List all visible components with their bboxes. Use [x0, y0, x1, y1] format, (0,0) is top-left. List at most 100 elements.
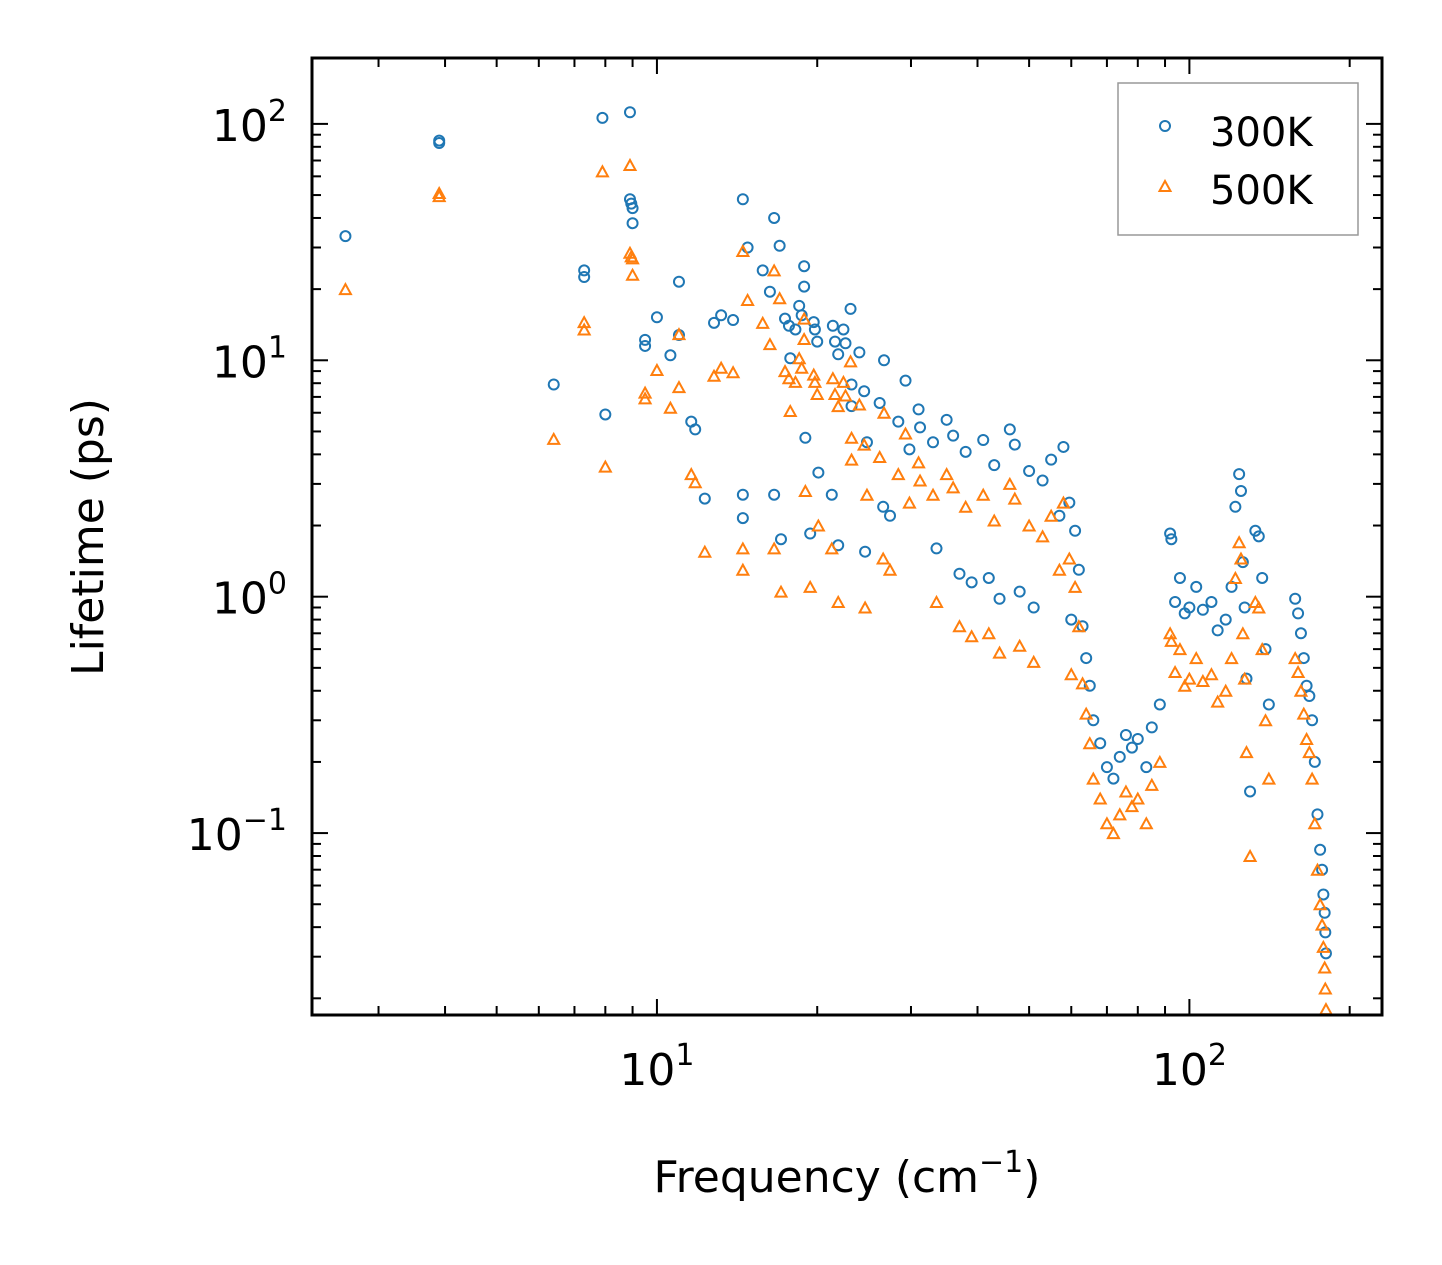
- series-300k: [339, 106, 1332, 960]
- point-500k-100: [1093, 791, 1108, 805]
- point-500k-38: [788, 374, 803, 388]
- point-300k-25: [736, 193, 749, 206]
- x-tick-label-1: 101: [619, 1038, 694, 1096]
- point-300k-120: [1219, 613, 1232, 626]
- point-300k-135: [1292, 607, 1305, 620]
- point-300k-117: [1196, 603, 1209, 616]
- point-500k-84: [1007, 491, 1022, 505]
- point-300k-16: [664, 349, 677, 362]
- point-300k-68: [899, 374, 912, 387]
- point-300k-84: [1008, 438, 1021, 451]
- point-500k-80: [981, 626, 996, 640]
- point-300k-126: [1238, 601, 1251, 614]
- point-500k-111: [1164, 633, 1179, 647]
- point-300k-140: [1306, 714, 1319, 727]
- legend-marker-500k: [1157, 178, 1173, 192]
- point-500k-146: [1317, 960, 1332, 974]
- point-300k-98: [1083, 679, 1096, 692]
- point-500k-122: [1228, 570, 1243, 584]
- x-axis-label: Frequency (cm−1): [654, 1145, 1041, 1203]
- point-300k-106: [1131, 733, 1144, 746]
- point-500k-24: [725, 365, 741, 379]
- point-300k-97: [1080, 652, 1093, 665]
- point-500k-135: [1290, 664, 1306, 679]
- point-300k-110: [1164, 527, 1177, 540]
- point-500k-57: [844, 430, 859, 444]
- point-500k-64: [876, 405, 892, 419]
- point-500k-20: [688, 475, 703, 489]
- point-500k-81: [987, 513, 1002, 527]
- point-300k-123: [1233, 468, 1246, 481]
- point-300k-74: [940, 413, 953, 426]
- point-500k-133: [1261, 771, 1277, 785]
- point-500k-44: [802, 579, 818, 593]
- point-500k-0: [338, 282, 353, 296]
- point-500k-51: [831, 399, 846, 413]
- point-500k-47: [810, 386, 825, 401]
- point-500k-4: [576, 315, 592, 329]
- point-500k-71: [912, 473, 928, 487]
- point-300k-41: [798, 260, 811, 273]
- point-500k-147: [1318, 981, 1333, 995]
- point-500k-37: [783, 403, 798, 418]
- point-500k-40: [794, 360, 809, 374]
- point-500k-132: [1258, 713, 1273, 727]
- point-300k-59: [853, 346, 866, 359]
- point-500k-92: [1062, 551, 1077, 565]
- point-500k-6: [595, 164, 610, 178]
- point-500k-83: [1002, 476, 1018, 490]
- point-500k-26: [735, 541, 751, 555]
- point-300k-5: [578, 271, 591, 284]
- point-500k-75: [945, 480, 961, 494]
- legend-label-300k: 300K: [1210, 110, 1314, 156]
- point-500k-18: [671, 380, 687, 394]
- point-300k-60: [858, 385, 871, 398]
- point-300k-102: [1107, 772, 1120, 785]
- point-500k-46: [807, 374, 823, 388]
- y-tick-label-1: 101: [212, 330, 287, 388]
- point-500k-115: [1182, 671, 1197, 685]
- point-500k-50: [827, 386, 843, 401]
- point-300k-43: [799, 431, 812, 444]
- point-300k-116: [1190, 580, 1203, 593]
- y-tick-label-0: 100: [212, 567, 287, 625]
- point-500k-60: [856, 437, 872, 451]
- point-500k-7: [598, 459, 613, 473]
- point-500k-8: [622, 157, 638, 172]
- y-tick-label-−1: 10−1: [187, 803, 287, 861]
- point-300k-36: [782, 319, 795, 332]
- point-300k-7: [599, 408, 612, 421]
- axis-ticks: [312, 58, 1382, 1015]
- point-300k-24: [727, 314, 740, 327]
- point-500k-14: [637, 391, 653, 405]
- point-300k-112: [1169, 595, 1182, 608]
- point-500k-62: [857, 600, 873, 614]
- point-500k-72: [925, 487, 941, 501]
- point-500k-54: [836, 374, 851, 388]
- point-500k-43: [798, 483, 813, 497]
- point-500k-108: [1144, 777, 1160, 791]
- point-500k-28: [740, 292, 755, 306]
- point-300k-118: [1205, 595, 1218, 608]
- point-500k-106: [1130, 791, 1145, 805]
- point-300k-32: [768, 488, 781, 501]
- point-300k-54: [837, 323, 850, 336]
- point-300k-76: [953, 567, 966, 580]
- point-300k-115: [1183, 601, 1196, 614]
- point-500k-56: [843, 354, 858, 368]
- point-500k-52: [824, 541, 839, 555]
- point-500k-58: [844, 452, 859, 466]
- point-300k-77: [959, 445, 972, 458]
- point-300k-82: [993, 592, 1006, 605]
- point-300k-13: [639, 333, 652, 346]
- point-500k-65: [875, 551, 891, 565]
- point-500k-91: [1056, 495, 1071, 509]
- point-500k-93: [1064, 667, 1079, 681]
- point-300k-22: [708, 316, 721, 329]
- point-500k-31: [766, 263, 782, 277]
- point-300k-12: [626, 217, 639, 230]
- point-300k-37: [784, 352, 797, 365]
- point-500k-127: [1239, 745, 1254, 759]
- point-500k-39: [792, 351, 807, 365]
